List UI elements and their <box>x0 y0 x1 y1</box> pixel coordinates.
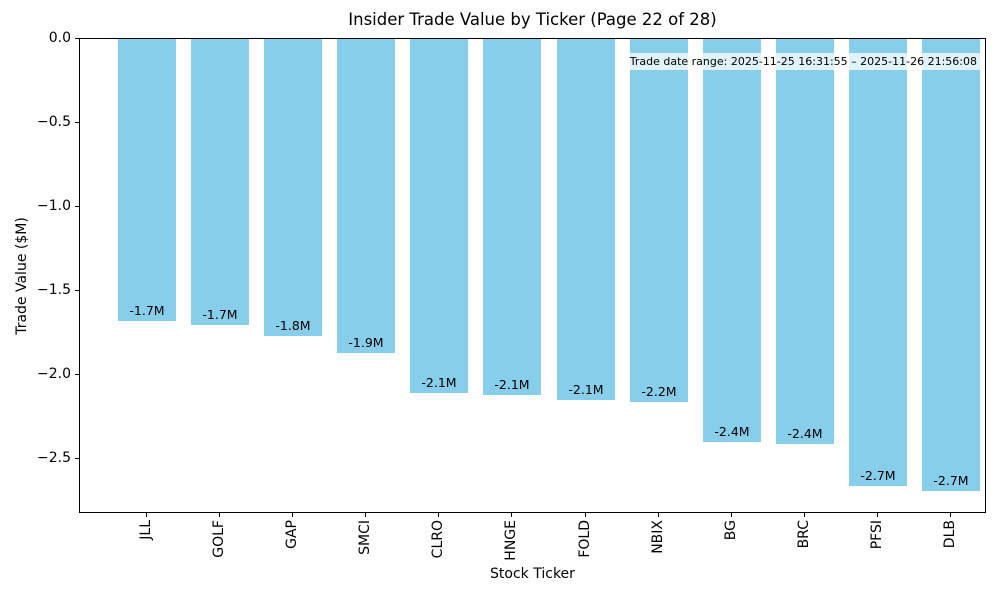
x-tick-mark <box>804 513 805 517</box>
bar-clro: -2.1M <box>410 39 468 393</box>
y-tick-label: −1.0 <box>37 198 71 214</box>
y-tick-label: 0.0 <box>48 30 71 46</box>
x-tick-label-smci: SMCI <box>357 520 373 555</box>
x-tick-label-golf: GOLF <box>211 520 227 558</box>
y-tick-label: −0.5 <box>37 114 71 130</box>
y-tick-mark <box>75 122 79 123</box>
bar-value-label-hnge: -2.1M <box>494 377 530 392</box>
bar-value-label-dlb: -2.7M <box>933 473 969 488</box>
x-tick-mark <box>585 513 586 517</box>
plot-area: -1.7M -1.7M -1.8M -1.9M -2.1M -2.1M -2.1M -2.2M… <box>79 38 986 513</box>
x-tick-mark <box>292 513 293 517</box>
x-tick-mark <box>511 513 512 517</box>
x-tick-mark <box>365 513 366 517</box>
bar-value-label-smci: -1.9M <box>348 335 384 350</box>
x-tick-label-gap: GAP <box>284 520 300 549</box>
x-axis-label: Stock Ticker <box>490 566 575 582</box>
x-tick-mark <box>731 513 732 517</box>
y-tick-label: −1.5 <box>37 282 71 298</box>
x-tick-mark <box>438 513 439 517</box>
y-tick-mark <box>75 290 79 291</box>
bar-value-label-gap: -1.8M <box>275 318 311 333</box>
x-tick-label-jll: JLL <box>138 520 154 540</box>
x-tick-label-pfsi: PFSI <box>869 520 885 550</box>
bar-value-label-fold: -2.1M <box>568 382 604 397</box>
y-tick-mark <box>75 206 79 207</box>
bar-value-label-jll: -1.7M <box>129 303 165 318</box>
x-tick-label-hnge: HNGE <box>503 520 519 561</box>
bar-value-label-golf: -1.7M <box>202 307 238 322</box>
x-tick-mark <box>877 513 878 517</box>
y-tick-mark <box>75 374 79 375</box>
bar-brc: -2.4M <box>776 39 834 444</box>
bar-fold: -2.1M <box>557 39 615 400</box>
bar-value-label-clro: -2.1M <box>421 375 457 390</box>
bar-pfsi: -2.7M <box>849 39 907 486</box>
bar-nbix: -2.2M <box>630 39 688 402</box>
bar-value-label-bg: -2.4M <box>714 424 750 439</box>
chart-title: Insider Trade Value by Ticker (Page 22 o… <box>348 10 717 29</box>
bar-golf: -1.7M <box>191 39 249 325</box>
y-tick-mark <box>75 38 79 39</box>
y-tick-mark <box>75 458 79 459</box>
bar-value-label-brc: -2.4M <box>787 426 823 441</box>
x-tick-mark <box>950 513 951 517</box>
x-tick-label-dlb: DLB <box>942 520 958 549</box>
x-tick-label-nbix: NBIX <box>650 520 666 554</box>
x-tick-label-brc: BRC <box>796 520 812 549</box>
y-tick-label: −2.5 <box>37 450 71 466</box>
x-tick-mark <box>219 513 220 517</box>
bar-value-label-pfsi: -2.7M <box>860 468 896 483</box>
bar-hnge: -2.1M <box>483 39 541 395</box>
bar-smci: -1.9M <box>337 39 395 353</box>
x-tick-label-clro: CLRO <box>430 520 446 559</box>
x-tick-mark <box>146 513 147 517</box>
bar-dlb: -2.7M <box>922 39 980 491</box>
bar-bg: -2.4M <box>703 39 761 442</box>
x-tick-label-bg: BG <box>723 520 739 541</box>
bar-jll: -1.7M <box>118 39 176 321</box>
bar-value-label-nbix: -2.2M <box>641 384 677 399</box>
x-tick-mark <box>658 513 659 517</box>
x-tick-label-fold: FOLD <box>577 520 593 558</box>
y-tick-label: −2.0 <box>37 366 71 382</box>
y-axis-label: Trade Value ($M) <box>14 217 30 335</box>
trade-date-range-annotation: Trade date range: 2025-11-25 16:31:55 – … <box>624 53 982 70</box>
bar-gap: -1.8M <box>264 39 322 336</box>
